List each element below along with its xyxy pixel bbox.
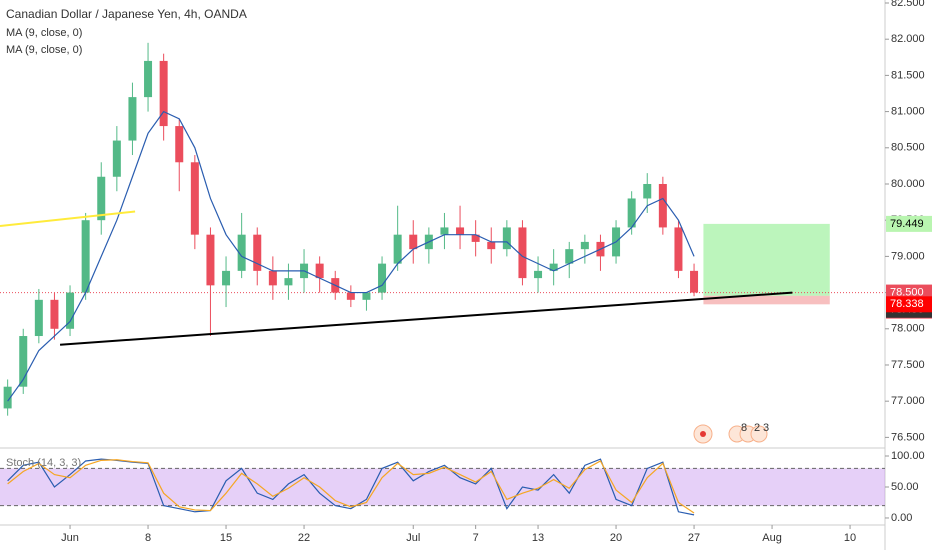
x-tick-label: 8 — [145, 532, 151, 544]
candle-body — [128, 97, 137, 141]
event-icon — [700, 431, 706, 437]
x-tick-label: 13 — [532, 532, 544, 544]
candle-body — [346, 292, 355, 300]
candle-body — [378, 263, 387, 293]
candle-body — [144, 60, 153, 98]
candle-body — [643, 183, 652, 199]
y-tick-label: 81.000 — [891, 106, 925, 118]
candle-body — [627, 198, 636, 228]
y-tick-label: 80.500 — [891, 142, 925, 154]
stop-zone — [703, 295, 830, 305]
y-tick-label: 82.000 — [891, 33, 925, 45]
candle-body — [222, 270, 231, 286]
indicator-label: MA (9, close, 0) — [6, 44, 82, 56]
candle-body — [456, 227, 465, 235]
x-tick-label: 27 — [688, 532, 700, 544]
candle-body — [190, 162, 199, 235]
candle-body — [393, 234, 402, 264]
y-tick-label: 76.500 — [891, 431, 925, 443]
candle-body — [487, 241, 496, 250]
candle-body — [502, 227, 511, 250]
target-zone — [703, 223, 830, 296]
candle-body — [268, 270, 277, 286]
candle-body — [284, 278, 293, 286]
candle-body — [81, 220, 90, 293]
event-label: 8 — [741, 422, 747, 434]
y-tick-label: 81.500 — [891, 69, 925, 81]
stoch-band — [0, 468, 885, 506]
candle-body — [549, 263, 558, 271]
price-tag-label: 79.449 — [890, 218, 924, 230]
candle-body — [175, 126, 184, 163]
candle-body — [315, 263, 324, 279]
candle-body — [66, 292, 75, 329]
candle-body — [518, 227, 527, 279]
x-tick-label: 15 — [220, 532, 232, 544]
x-tick-label: 20 — [610, 532, 622, 544]
price-tag — [886, 215, 932, 232]
x-tick-label: Jun — [61, 532, 79, 544]
candle-body — [409, 234, 418, 250]
y-tick-label: 77.500 — [891, 359, 925, 371]
stoch-tick-label: 50.00 — [891, 481, 919, 493]
candle-body — [50, 299, 59, 329]
candle-body — [534, 270, 543, 279]
x-tick-label: Jul — [406, 532, 420, 544]
chart-title: Canadian Dollar / Japanese Yen, 4h, OAND… — [6, 7, 247, 21]
x-tick-label: Aug — [762, 532, 782, 544]
candle-body — [580, 241, 589, 250]
price-tag-label: 78.500 — [890, 286, 924, 298]
candle-body — [658, 183, 667, 228]
x-tick-label: 7 — [473, 532, 479, 544]
stoch-tick-label: 0.00 — [891, 512, 912, 524]
y-tick-label: 78.000 — [891, 323, 925, 335]
stoch-d — [7, 459, 695, 514]
candle-body — [19, 336, 28, 387]
y-tick-label: 82.500 — [891, 0, 925, 9]
candle-body — [112, 140, 121, 177]
candle-body — [97, 176, 106, 221]
candle-body — [565, 249, 574, 264]
candle-body — [690, 270, 699, 293]
x-tick-label: 10 — [844, 532, 856, 544]
candle-body — [674, 227, 683, 271]
y-tick-label: 77.000 — [891, 395, 925, 407]
candle-body — [159, 60, 168, 127]
indicator-label: MA (9, close, 0) — [6, 27, 82, 39]
trendline — [59, 291, 793, 346]
candle-body — [362, 292, 371, 300]
stoch-label: Stoch (14, 3, 3) — [6, 457, 81, 469]
candle-body — [237, 234, 246, 271]
candle-body — [471, 234, 480, 242]
price-tag-label: 78.338 — [890, 298, 924, 310]
stoch-tick-label: 100.00 — [891, 450, 925, 462]
event-icon[interactable] — [750, 425, 768, 443]
y-tick-label: 79.000 — [891, 250, 925, 262]
yellow-line — [0, 210, 136, 227]
candle-body — [3, 386, 12, 409]
candle-body — [253, 234, 262, 271]
price-tag — [886, 296, 932, 313]
x-tick-label: 22 — [298, 532, 310, 544]
candle-body — [34, 299, 43, 337]
ma-line — [7, 110, 695, 402]
candle-body — [206, 234, 215, 286]
event-label: 2 — [754, 422, 760, 434]
y-tick-label: 80.000 — [891, 178, 925, 190]
candle-body — [440, 227, 449, 235]
event-label: 3 — [763, 422, 769, 434]
stoch-k — [7, 458, 695, 516]
